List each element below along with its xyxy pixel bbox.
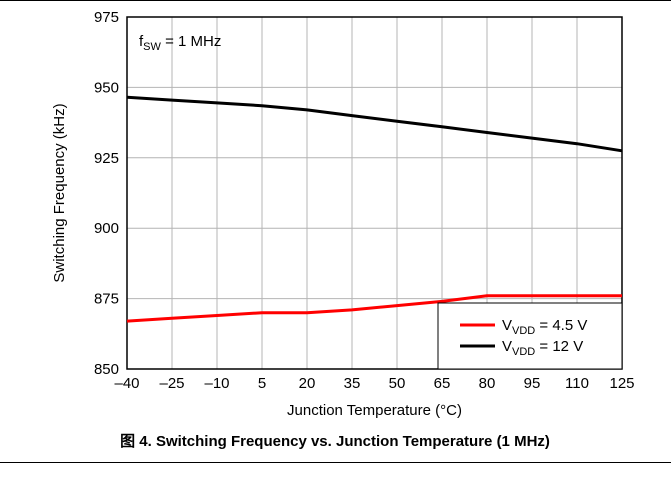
x-tick-label: 110 [565,375,589,392]
fsw-annotation: fSW = 1 MHz [139,33,221,53]
legend-label-sub: VDD [512,325,535,337]
legend-box [437,302,623,370]
x-tick-label: 20 [299,375,316,392]
plot-frame [126,16,623,370]
x-tick-label: 65 [434,375,451,392]
x-tick-label: 95 [524,375,541,392]
y-tick-label: 875 [94,291,119,308]
fsw-annotation-rest: = 1 MHz [161,33,221,50]
legend-label-rest: = 12 V [535,338,583,355]
chart: –40 –25 –10 5 20 35 50 65 80 95 110 125 850 875 900 925… [51,9,635,419]
x-tick-label: –10 [204,375,229,392]
y-tick-label: 850 [94,361,119,378]
y-tick-label: 900 [94,220,119,237]
tick-labels: –40 –25 –10 5 20 35 50 65 80 95 110 125 850 875 900 925… [94,9,635,392]
legend-label: VVDD = 12 V [502,338,583,358]
fsw-annotation-main: f [139,33,144,50]
top-rule [0,0,671,1]
series-group [126,95,623,323]
figure-caption: 图 4. Switching Frequency vs. Junction Te… [120,433,550,450]
series-line [126,294,622,323]
x-tick-label: 125 [609,375,634,392]
y-tick-label: 950 [94,79,119,96]
x-axis-label: Junction Temperature (°C) [287,402,462,419]
y-axis-label: Switching Frequency (kHz) [51,103,68,282]
legend-label-sub: VDD [512,346,535,358]
fsw-annotation-sub: SW [143,41,161,53]
y-tick-label: 975 [94,9,119,26]
series-line [126,95,623,153]
x-tick-label: 80 [479,375,496,392]
legend-label-main: V [502,338,512,355]
x-tick-label: 5 [258,375,266,392]
x-tick-label: –40 [114,375,139,392]
y-tick-label: 925 [94,150,119,167]
legend-label: VVDD = 4.5 V [502,317,587,337]
legend-label-main: V [502,317,512,334]
legend-label-rest: = 4.5 V [535,317,587,334]
x-tick-label: –25 [159,375,184,392]
x-tick-label: 50 [389,375,406,392]
bottom-rule [0,462,671,463]
x-tick-label: 35 [344,375,361,392]
